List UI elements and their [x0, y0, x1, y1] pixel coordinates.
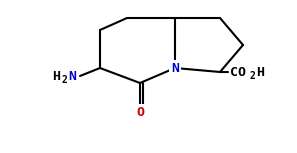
Text: N: N — [171, 62, 179, 75]
Text: 2: 2 — [61, 75, 67, 85]
Text: O: O — [136, 106, 144, 119]
Text: N: N — [68, 69, 76, 82]
Text: 2: 2 — [250, 71, 256, 81]
Text: H: H — [256, 65, 264, 78]
Text: CO: CO — [230, 65, 246, 78]
Text: H: H — [52, 69, 60, 82]
